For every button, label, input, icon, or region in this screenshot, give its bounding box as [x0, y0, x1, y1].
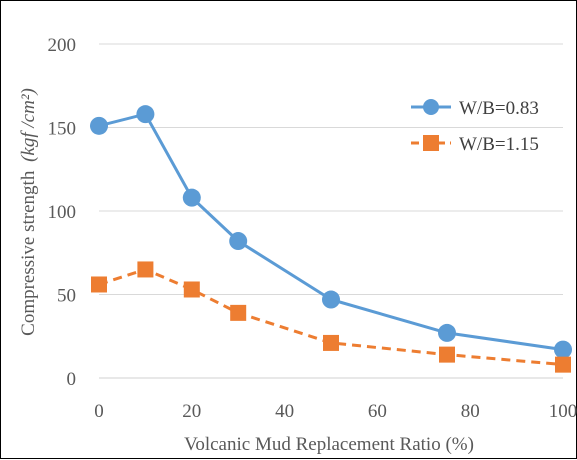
legend-item-series-2: W/B=1.15 [411, 134, 539, 155]
y-tick-label-150: 150 [48, 119, 77, 140]
data-point-series-2-1 [137, 261, 153, 277]
y-axis-title-unit: (kgf /cm²) [18, 88, 39, 162]
legend-marker-series-1 [423, 99, 439, 115]
data-point-series-1-6 [554, 341, 572, 359]
legend: W/B=0.83 W/B=1.15 [411, 98, 539, 155]
x-tick-label-60: 60 [368, 401, 387, 422]
x-tick-label-0: 0 [94, 401, 104, 422]
x-tick-label-40: 40 [275, 401, 294, 422]
data-point-series-1-2 [183, 189, 201, 207]
data-point-series-2-3 [230, 305, 246, 321]
tick-labels: 0 50 100 150 200 0 20 40 60 80 100 [48, 35, 577, 422]
y-tick-label-100: 100 [48, 202, 77, 223]
legend-marker-series-2 [423, 135, 439, 151]
y-tick-label-200: 200 [48, 35, 77, 56]
y-tick-label-50: 50 [57, 286, 76, 307]
data-point-series-2-0 [91, 276, 107, 292]
legend-label-series-2: W/B=1.15 [459, 134, 539, 155]
y-axis-title: Compressive strength (kgf /cm²) [18, 88, 39, 336]
gridlines [99, 44, 563, 295]
x-tick-label-100: 100 [549, 401, 577, 422]
data-point-series-1-4 [322, 291, 340, 309]
y-tick-label-0: 0 [67, 369, 77, 390]
data-point-series-1-0 [90, 117, 108, 135]
legend-item-series-1: W/B=0.83 [411, 98, 539, 119]
x-tick-label-80: 80 [461, 401, 480, 422]
x-axis-title: Volcanic Mud Replacement Ratio (%) [184, 434, 474, 455]
x-tick-label-20: 20 [182, 401, 201, 422]
y-axis-title-text: Compressive strength [18, 170, 39, 336]
data-point-series-2-5 [439, 347, 455, 363]
series-2 [91, 261, 571, 372]
data-point-series-2-4 [323, 335, 339, 351]
legend-label-series-1: W/B=0.83 [459, 98, 539, 119]
data-point-series-2-2 [184, 281, 200, 297]
data-point-series-1-5 [438, 324, 456, 342]
data-point-series-2-6 [555, 357, 571, 373]
data-point-series-1-3 [229, 232, 247, 250]
data-point-series-1-1 [136, 105, 154, 123]
